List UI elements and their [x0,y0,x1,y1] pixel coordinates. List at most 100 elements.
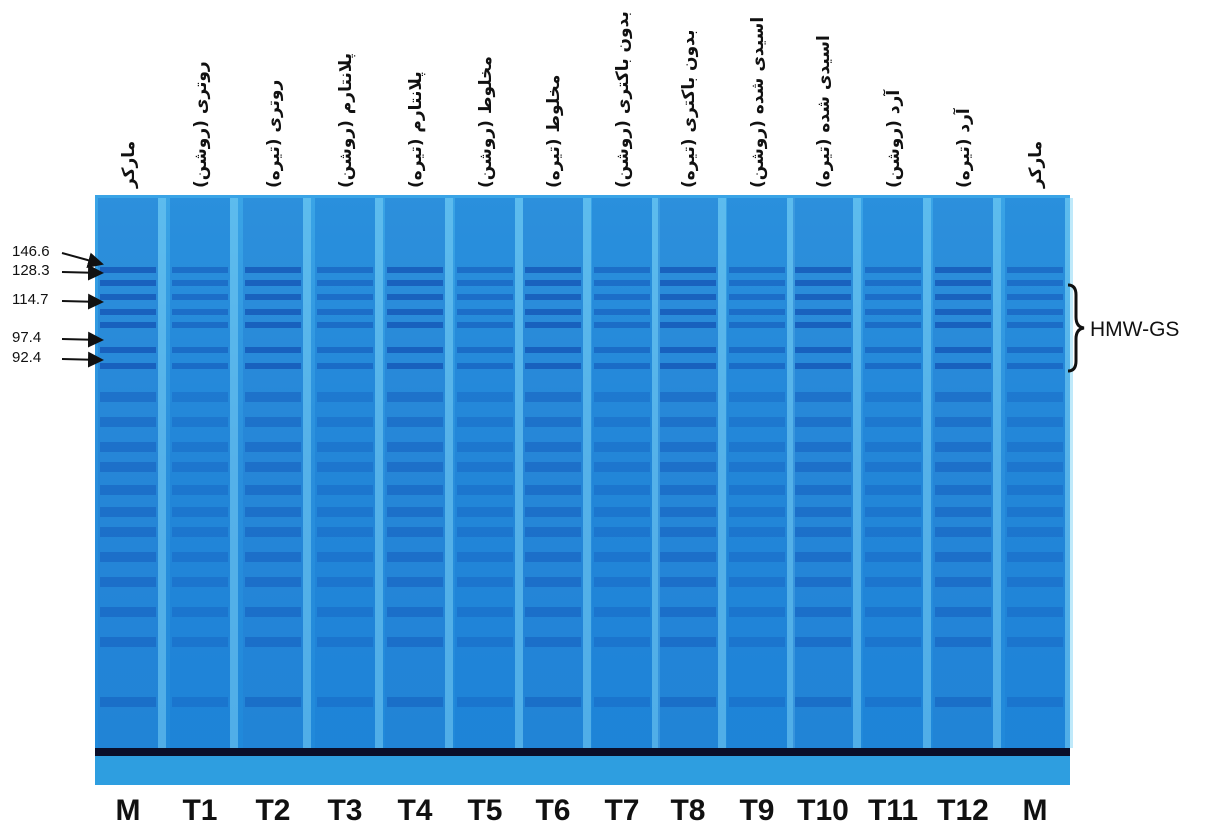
lane-top-label: بدون باکتری (روشن) [613,11,633,188]
band [317,527,373,537]
band [865,637,921,647]
band [387,309,443,315]
band [172,280,228,286]
band [660,697,716,707]
band [729,507,785,517]
band [387,462,443,472]
lane-bottom-label: T11 [868,794,918,827]
band [594,309,650,315]
band [594,363,650,369]
band [594,577,650,587]
band [317,280,373,286]
band [795,485,851,495]
lane-top-label: مخلوط (روشن) [476,56,496,188]
band [865,607,921,617]
lane-gap [375,198,383,748]
band [660,280,716,286]
band [935,607,991,617]
band [457,347,513,353]
lane-top-label: روتری (تیره) [264,80,284,188]
band [594,697,650,707]
bands [100,267,1063,707]
band [387,294,443,300]
lane-bottom-label: T9 [739,794,774,827]
band [865,697,921,707]
band [935,442,991,452]
lane-top-label: اسیدی شده (تیره) [814,35,834,188]
band [245,363,301,369]
marker-label: 114.7 [12,291,48,308]
band [729,442,785,452]
band [457,552,513,562]
lane-gap [445,198,453,748]
lane [592,198,652,748]
band [525,347,581,353]
band [525,637,581,647]
band [594,462,650,472]
band [729,462,785,472]
band [387,527,443,537]
band [317,267,373,273]
band [245,294,301,300]
band [317,442,373,452]
band [245,280,301,286]
bracket [1067,283,1085,373]
band [525,280,581,286]
band [457,363,513,369]
band [865,462,921,472]
band [100,280,156,286]
band [172,552,228,562]
band [172,507,228,517]
band [525,417,581,427]
band [317,363,373,369]
band [865,577,921,587]
band [387,322,443,328]
band [594,347,650,353]
band [729,552,785,562]
band [594,485,650,495]
lane [523,198,583,748]
band [387,577,443,587]
band [660,485,716,495]
band [317,462,373,472]
band [795,527,851,537]
band [457,392,513,402]
band [457,485,513,495]
band [100,309,156,315]
band [245,507,301,517]
band [795,552,851,562]
band [865,507,921,517]
band [865,267,921,273]
band [660,527,716,537]
band [729,322,785,328]
band [1007,527,1063,537]
band [594,507,650,517]
band [525,267,581,273]
band [660,267,716,273]
band [594,417,650,427]
band [172,363,228,369]
band [660,392,716,402]
band [935,392,991,402]
band [935,507,991,517]
lanes [98,198,1073,748]
band [172,577,228,587]
band [172,417,228,427]
marker-label: 97.4 [12,329,41,346]
band [525,309,581,315]
band [729,527,785,537]
band [457,507,513,517]
band [594,267,650,273]
lane-top-label: مخلوط (تیره) [544,75,564,188]
band [660,347,716,353]
band [387,280,443,286]
band [865,552,921,562]
band [245,577,301,587]
band [317,637,373,647]
band [729,280,785,286]
band [935,347,991,353]
band [172,442,228,452]
band [172,485,228,495]
marker-arrow [61,293,104,310]
